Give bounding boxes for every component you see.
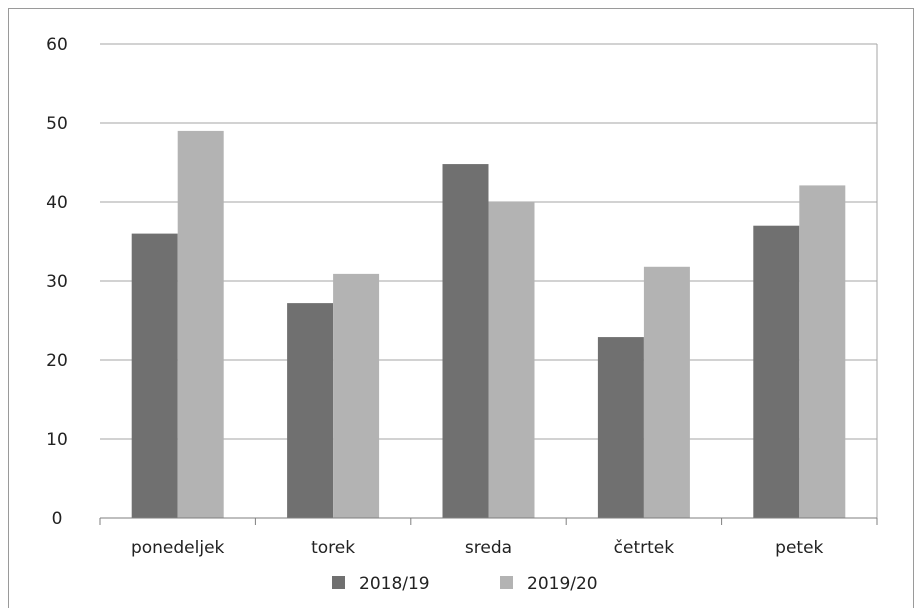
y-tick-label: 20: [46, 351, 68, 371]
bars: [131, 130, 846, 518]
x-category-label: četrtek: [614, 538, 675, 558]
x-axis: ponedeljek torek sreda četrtek petek: [99, 517, 878, 558]
y-tick-label: 40: [46, 193, 68, 213]
bar-2018-19-torek: [287, 303, 334, 518]
chart-frame: [8, 8, 914, 608]
legend-swatch: [500, 576, 513, 589]
y-tick-label: 50: [46, 114, 68, 134]
x-category-label: ponedeljek: [131, 538, 225, 558]
bar-2018-19-petek: [753, 225, 800, 518]
bar-2019-20-četrtek: [643, 266, 690, 518]
y-tick-label: 10: [46, 430, 68, 450]
legend-swatch: [332, 576, 345, 589]
bar-2019-20-torek: [333, 273, 380, 518]
y-tick-label: 60: [46, 35, 68, 55]
y-tick-label: 0: [52, 509, 63, 529]
legend-label: 2019/20: [527, 574, 598, 594]
legend-label: 2018/19: [359, 574, 430, 594]
bar-2018-19-sreda: [442, 164, 489, 518]
bar-2018-19-četrtek: [597, 337, 644, 518]
bar-2019-20-sreda: [488, 202, 535, 518]
bar-2018-19-ponedeljek: [131, 233, 178, 518]
bar-2019-20-ponedeljek: [177, 130, 224, 518]
legend: 2018/19 2019/20: [332, 574, 598, 594]
bar-2019-20-petek: [799, 185, 846, 518]
y-tick-label: 30: [46, 272, 68, 292]
x-category-label: petek: [775, 538, 823, 558]
y-axis-ticks: 0 10 20 30 40 50 60: [46, 35, 68, 529]
x-category-label: torek: [311, 538, 355, 558]
x-category-label: sreda: [465, 538, 512, 558]
